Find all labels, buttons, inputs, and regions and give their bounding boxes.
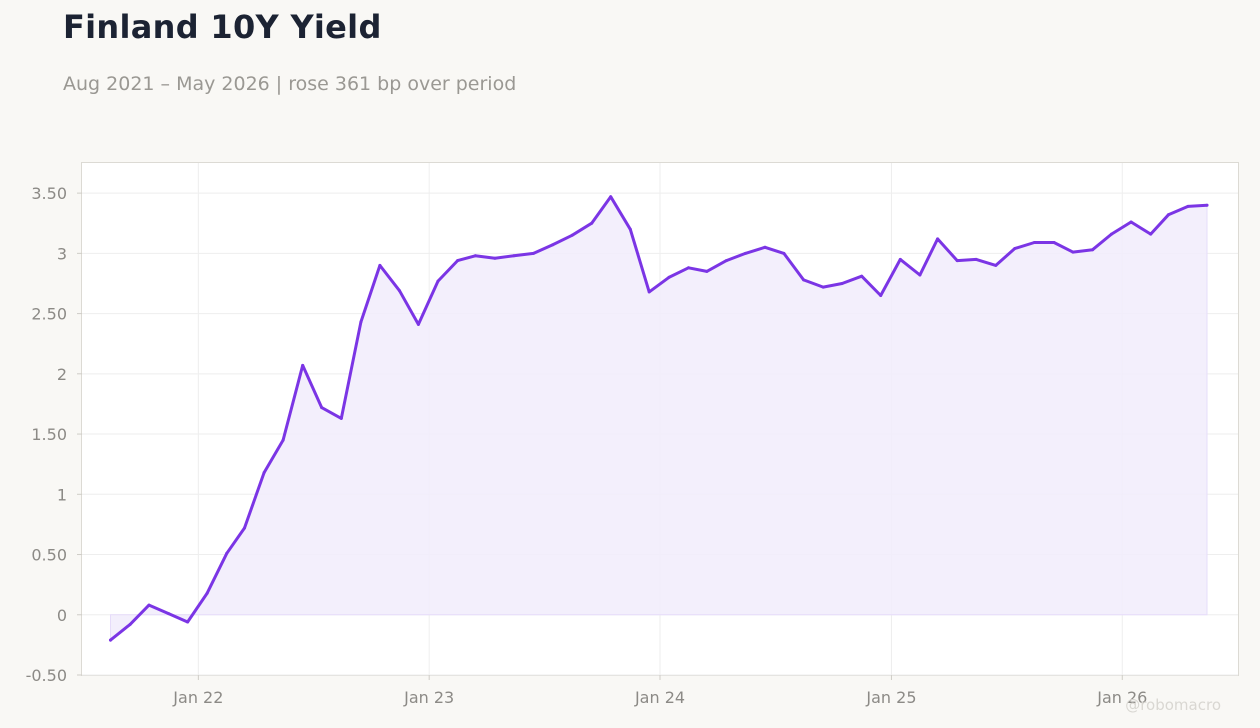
data-point (879, 294, 883, 297)
x-tick-label: Jan 26 (1096, 688, 1147, 707)
data-point (339, 416, 343, 420)
data-point (743, 251, 747, 255)
data-point (667, 275, 671, 279)
data-point (994, 263, 998, 267)
data-point (974, 257, 978, 261)
page-title: Finland 10Y Yield (63, 8, 382, 46)
data-point (398, 289, 401, 293)
data-point (955, 259, 959, 263)
data-point (590, 221, 594, 225)
y-tick-label: 1 (57, 485, 67, 504)
data-point (628, 227, 632, 231)
x-tick-label: Jan 24 (634, 688, 685, 707)
data-point (1013, 247, 1017, 250)
data-point (301, 363, 305, 367)
data-point (782, 251, 786, 255)
data-point (359, 320, 363, 324)
data-point (918, 273, 922, 277)
data-point (456, 259, 460, 263)
data-point (186, 620, 190, 624)
y-tick-label: 0 (57, 606, 67, 625)
data-point (724, 259, 728, 263)
y-tick-label: 1.50 (31, 425, 67, 444)
y-tick-label: 0.50 (31, 546, 67, 565)
data-point (1071, 250, 1075, 254)
x-axis-ticks: Jan 22 Jan 23 Jan 24 Jan 25 Jan 26 (172, 675, 1147, 707)
data-point (1129, 220, 1133, 224)
data-point (570, 233, 574, 237)
watermark: @robomacro (1125, 696, 1221, 714)
data-point (281, 438, 285, 442)
data-point (1149, 232, 1153, 236)
data-point (225, 551, 229, 555)
x-tick-label: Jan 23 (403, 688, 454, 707)
data-point (493, 256, 497, 260)
data-point (705, 269, 709, 273)
x-tick-label: Jan 25 (865, 688, 916, 707)
y-tick-label: 3.50 (31, 184, 67, 203)
data-point (320, 406, 324, 410)
data-point (205, 591, 209, 595)
page-subtitle: Aug 2021 – May 2026 | rose 361 bp over p… (63, 73, 517, 95)
y-tick-label: 3 (57, 244, 67, 263)
data-point (436, 279, 440, 283)
data-point (1052, 241, 1056, 244)
data-point (167, 612, 171, 616)
data-point (802, 278, 806, 282)
data-point (128, 622, 132, 626)
data-point (763, 245, 767, 249)
y-tick-label: -0.50 (26, 666, 67, 685)
y-tick-label: 2.50 (31, 305, 67, 324)
data-point (378, 263, 382, 267)
data-point (609, 195, 613, 199)
data-point (109, 638, 112, 642)
y-axis-ticks: -0.50 0 0.50 1 1.50 2 2.50 3 3.50 (26, 184, 82, 685)
data-point (1186, 204, 1190, 208)
data-point (821, 285, 825, 289)
data-point (147, 603, 151, 607)
x-tick-label: Jan 22 (172, 688, 223, 707)
data-point (243, 526, 246, 530)
data-point (551, 243, 554, 247)
data-point (687, 266, 690, 270)
data-point (1166, 213, 1170, 217)
data-point (840, 282, 844, 285)
data-points (109, 195, 1209, 642)
data-point (262, 471, 266, 475)
data-point (936, 237, 940, 241)
data-point (860, 274, 864, 278)
data-point (473, 254, 477, 258)
data-point (1205, 203, 1209, 207)
data-point (532, 251, 535, 255)
data-point (898, 257, 902, 261)
data-point (1091, 248, 1095, 252)
data-point (512, 254, 516, 258)
data-point (647, 290, 651, 294)
data-point (1032, 241, 1036, 244)
data-point (416, 322, 420, 326)
data-point (1110, 232, 1113, 236)
y-tick-label: 2 (57, 365, 67, 384)
series-line (109, 195, 1209, 642)
